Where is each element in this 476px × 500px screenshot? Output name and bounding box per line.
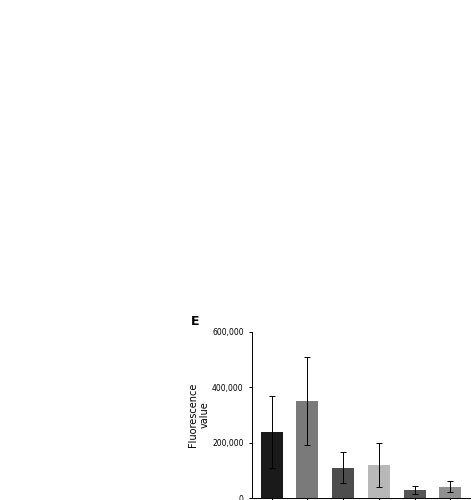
Text: E: E [190,316,199,328]
Bar [367,465,389,498]
Y-axis label: Fluorescence
value: Fluorescence value [187,383,209,447]
Bar [331,468,354,498]
Bar [438,487,460,498]
Bar [260,432,282,498]
Bar [403,490,425,498]
Bar [296,401,318,498]
